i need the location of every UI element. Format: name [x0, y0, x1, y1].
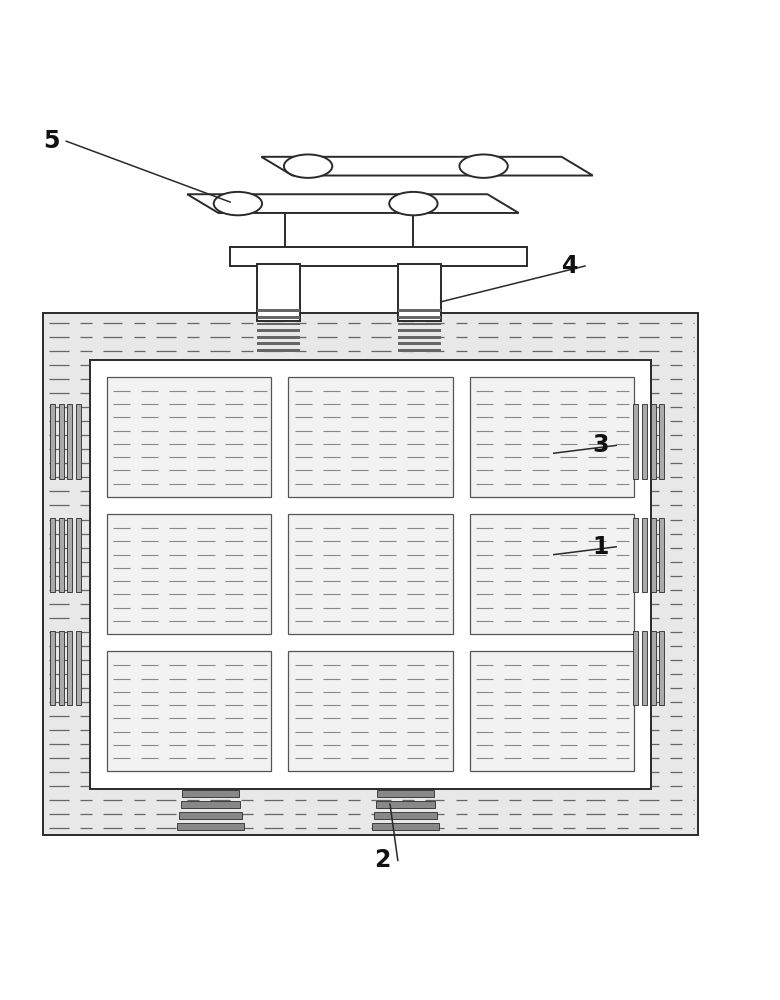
- Bar: [633, 631, 638, 705]
- Bar: [659, 631, 664, 705]
- Bar: [67, 631, 73, 705]
- Bar: [398, 329, 441, 332]
- Bar: [90, 360, 651, 789]
- Bar: [398, 323, 441, 325]
- Bar: [58, 404, 64, 479]
- Bar: [289, 514, 452, 634]
- Bar: [257, 342, 300, 345]
- Bar: [470, 514, 634, 634]
- Text: 1: 1: [593, 535, 609, 559]
- Bar: [50, 404, 55, 479]
- Bar: [107, 377, 271, 497]
- Bar: [257, 329, 300, 332]
- Bar: [257, 323, 300, 325]
- Bar: [289, 377, 452, 497]
- Polygon shape: [261, 157, 593, 176]
- Text: 5: 5: [43, 129, 59, 153]
- Text: 4: 4: [562, 254, 578, 278]
- Bar: [257, 264, 300, 321]
- Bar: [257, 309, 300, 312]
- Bar: [50, 631, 55, 705]
- Bar: [659, 518, 664, 592]
- Bar: [58, 518, 64, 592]
- Bar: [76, 518, 81, 592]
- Bar: [651, 404, 655, 479]
- Bar: [230, 246, 526, 266]
- Bar: [374, 812, 437, 819]
- Bar: [642, 631, 647, 705]
- Text: 2: 2: [374, 848, 391, 872]
- Bar: [76, 631, 81, 705]
- Bar: [181, 801, 240, 808]
- Ellipse shape: [284, 154, 332, 178]
- Bar: [642, 404, 647, 479]
- Bar: [651, 631, 655, 705]
- Bar: [179, 812, 242, 819]
- Bar: [470, 377, 634, 497]
- Bar: [257, 336, 300, 339]
- Bar: [373, 823, 438, 830]
- Bar: [76, 404, 81, 479]
- Bar: [257, 349, 300, 352]
- Ellipse shape: [459, 154, 508, 178]
- Bar: [398, 342, 441, 345]
- Polygon shape: [187, 194, 519, 213]
- Bar: [67, 518, 73, 592]
- Bar: [376, 801, 435, 808]
- Bar: [378, 790, 434, 797]
- Bar: [633, 404, 638, 479]
- Bar: [178, 823, 243, 830]
- Bar: [398, 349, 441, 352]
- Bar: [67, 404, 73, 479]
- Ellipse shape: [389, 192, 438, 215]
- Bar: [289, 651, 452, 771]
- Bar: [107, 651, 271, 771]
- Text: 3: 3: [593, 433, 609, 457]
- Bar: [398, 316, 441, 319]
- Bar: [642, 518, 647, 592]
- Bar: [183, 790, 239, 797]
- Bar: [257, 316, 300, 319]
- Bar: [398, 336, 441, 339]
- Bar: [107, 514, 271, 634]
- Bar: [398, 264, 441, 321]
- Bar: [659, 404, 664, 479]
- Bar: [633, 518, 638, 592]
- Bar: [43, 313, 698, 835]
- Bar: [58, 631, 64, 705]
- Ellipse shape: [214, 192, 262, 215]
- Bar: [651, 518, 655, 592]
- Bar: [50, 518, 55, 592]
- Bar: [470, 651, 634, 771]
- Bar: [398, 309, 441, 312]
